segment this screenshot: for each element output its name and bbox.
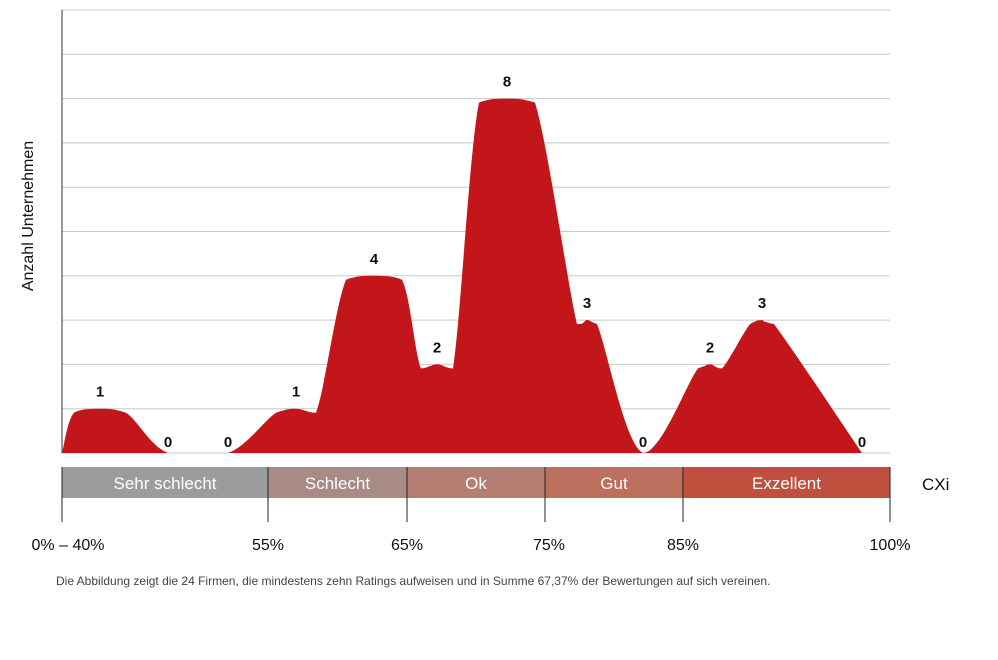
data-label: 1 bbox=[292, 384, 300, 401]
band-segment bbox=[268, 467, 407, 498]
data-label: 2 bbox=[433, 339, 441, 356]
x-tick-label: 65% bbox=[391, 537, 423, 554]
x-tick-labels: 0% – 40% 55% 65% 75% 85% 100% bbox=[32, 537, 911, 554]
x-tick-label: 55% bbox=[252, 537, 284, 554]
band-axis-label: CXi bbox=[922, 475, 949, 494]
data-label: 4 bbox=[370, 251, 379, 268]
data-label: 2 bbox=[706, 339, 714, 356]
data-label: 3 bbox=[758, 295, 766, 312]
band-segment bbox=[407, 467, 545, 498]
x-tick-label: 100% bbox=[870, 537, 911, 554]
cxi-band-bar: Sehr schlecht Schlecht Ok Gut Exzellent bbox=[61, 467, 891, 522]
data-label: 1 bbox=[96, 384, 104, 401]
data-label: 0 bbox=[639, 434, 647, 451]
band-segment bbox=[683, 467, 890, 498]
data-label: 8 bbox=[503, 74, 511, 91]
data-labels: 1 0 0 1 4 2 8 3 0 2 3 0 bbox=[96, 74, 866, 451]
band-label: Gut bbox=[600, 474, 628, 493]
x-tick-label: 0% – 40% bbox=[32, 537, 105, 554]
data-label: 3 bbox=[583, 295, 591, 312]
data-label: 0 bbox=[858, 434, 866, 451]
x-tick-label: 75% bbox=[533, 537, 565, 554]
band-label: Ok bbox=[465, 474, 487, 493]
data-label: 0 bbox=[224, 434, 232, 451]
band-label: Schlecht bbox=[305, 474, 370, 493]
x-tick-label: 85% bbox=[667, 537, 699, 554]
area-series bbox=[62, 98, 870, 453]
band-segment bbox=[545, 467, 683, 498]
distribution-area bbox=[62, 98, 870, 453]
band-label: Exzellent bbox=[752, 474, 821, 493]
band-segment bbox=[62, 467, 268, 498]
chart-caption: Die Abbildung zeigt die 24 Firmen, die m… bbox=[56, 574, 771, 588]
y-axis-label: Anzahl Unternehmen bbox=[20, 141, 37, 291]
band-label: Sehr schlecht bbox=[114, 474, 217, 493]
data-label: 0 bbox=[164, 434, 172, 451]
